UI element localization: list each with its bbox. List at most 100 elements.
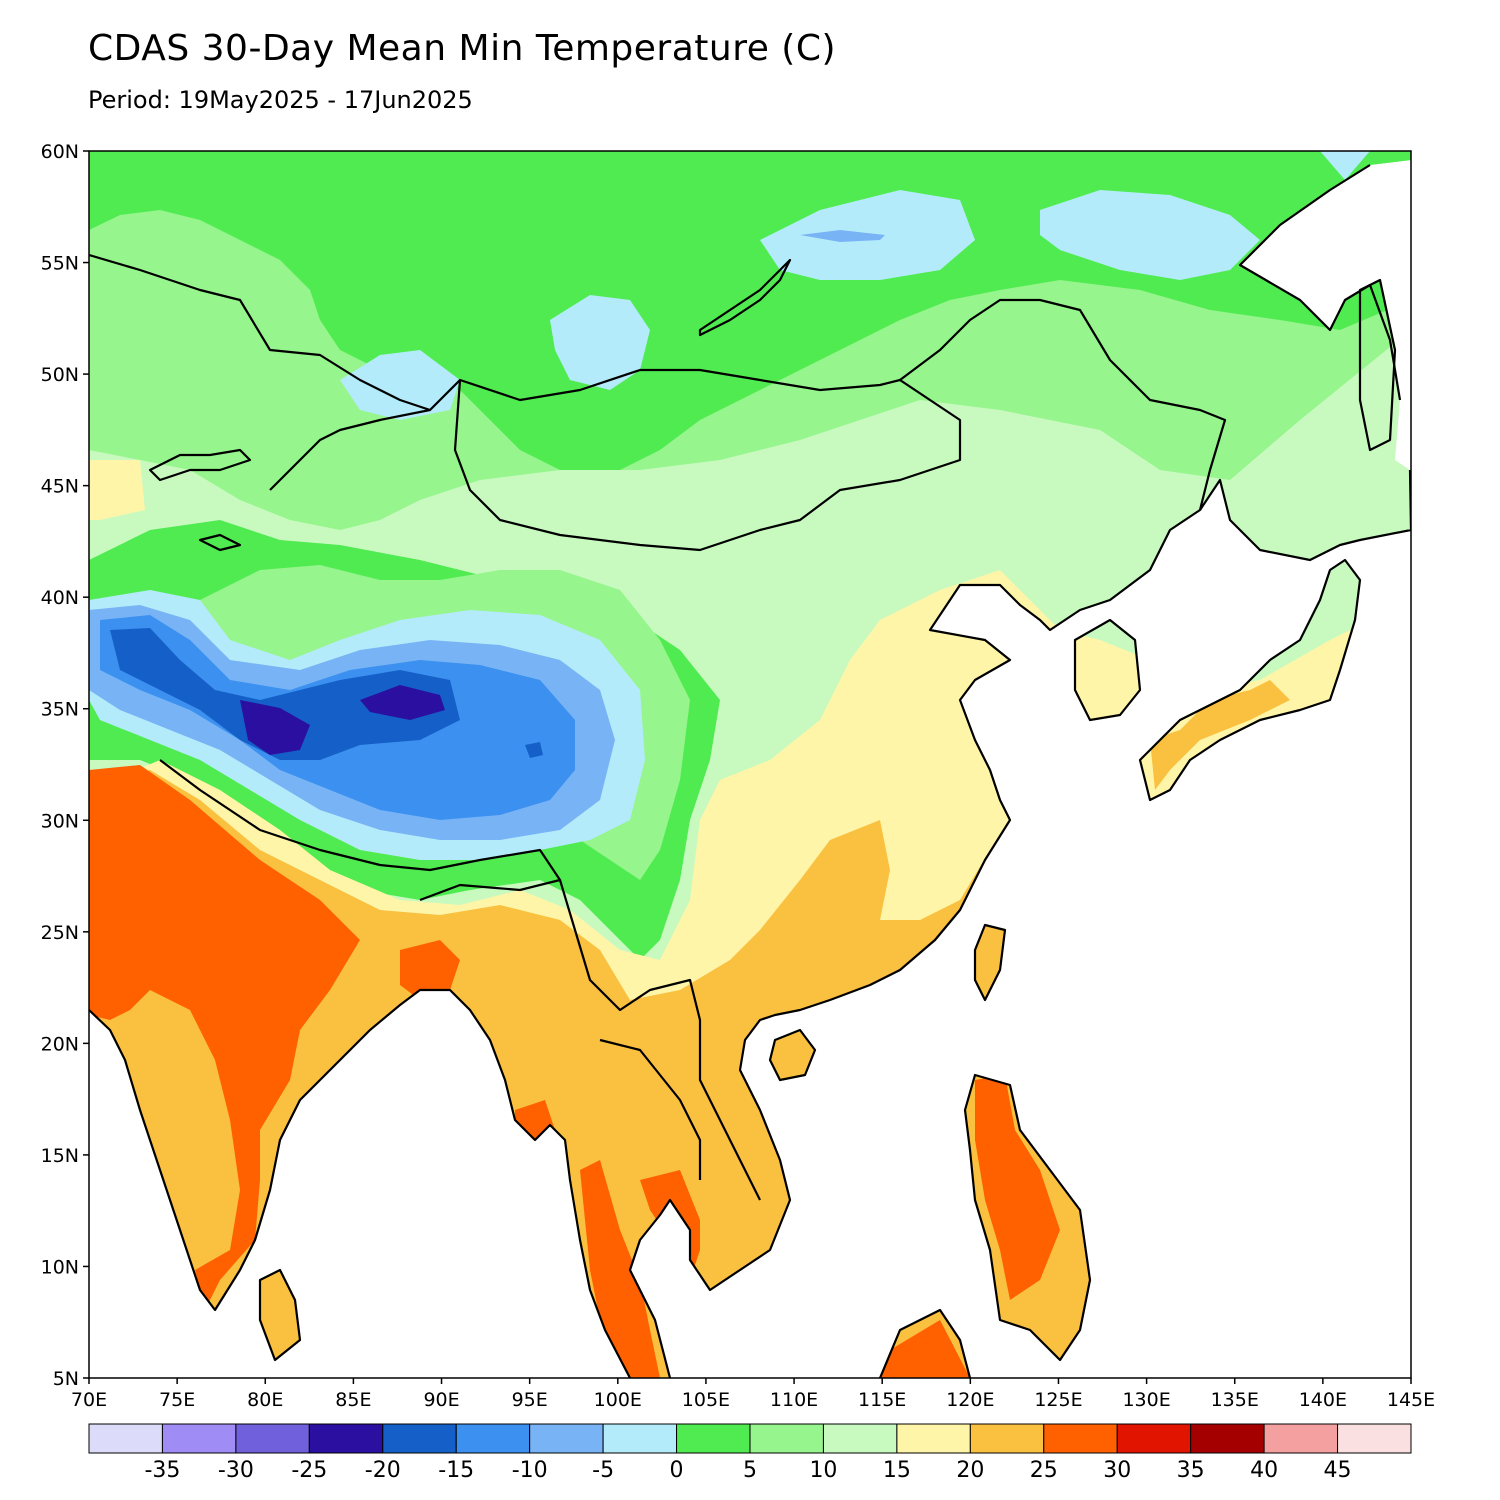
legend-swatch bbox=[1116, 1423, 1192, 1454]
contour-minus15-minus10-small bbox=[525, 742, 543, 758]
lon-tick-label: 100E bbox=[594, 1389, 642, 1411]
indochina-borders bbox=[558, 879, 761, 1201]
contour-25-30-japan bbox=[1150, 680, 1290, 790]
longitude-axis: 70E 75E 80E 85E 90E 95E 100E 105E 110E 115E 120E 12… bbox=[71, 1378, 1435, 1411]
legend-label: 35 bbox=[1177, 1458, 1205, 1483]
lon-tick-label: 95E bbox=[512, 1389, 548, 1411]
lon-tick-label: 145E bbox=[1387, 1389, 1435, 1411]
legend-swatch bbox=[455, 1423, 531, 1454]
map-frame bbox=[88, 150, 1412, 1379]
legend-swatch bbox=[308, 1423, 384, 1454]
lat-tick-label: 5N bbox=[53, 1368, 79, 1390]
lon-tick-label: 110E bbox=[770, 1389, 818, 1411]
philippines-outline bbox=[963, 1073, 1092, 1362]
legend-label: -35 bbox=[144, 1458, 180, 1483]
russia-china-border bbox=[899, 298, 1227, 511]
contour-0-5-north-b bbox=[1040, 190, 1260, 280]
japan-outline bbox=[1138, 558, 1362, 802]
legend-label: 25 bbox=[1030, 1458, 1058, 1483]
sakhalin-outline bbox=[1358, 278, 1397, 452]
contour-0-5-north-c bbox=[550, 295, 650, 390]
contour-minus20-minus15-b bbox=[360, 685, 445, 720]
legend-swatch bbox=[88, 1423, 163, 1454]
contour-minus20-minus15-a bbox=[240, 700, 310, 755]
lat-tick-label: 55N bbox=[41, 253, 79, 275]
map-title: CDAS 30-Day Mean Min Temperature (C) bbox=[88, 28, 837, 69]
legend-label: 0 bbox=[670, 1458, 684, 1483]
contour-30-35-thailand bbox=[580, 1160, 660, 1378]
lat-tick-label: 30N bbox=[41, 810, 79, 832]
legend-label: -5 bbox=[592, 1458, 614, 1483]
lat-tick-label: 50N bbox=[41, 364, 79, 386]
contour-30-35-burma bbox=[400, 940, 460, 1000]
lat-tick-label: 35N bbox=[41, 699, 79, 721]
contour-minus5-0-north bbox=[800, 230, 885, 242]
color-legend: -35 -30 -25 -20 -15 -10 -5 0 5 10 15 20 25 30 35 40 45 bbox=[88, 1423, 1412, 1483]
contour-20-25-northwest bbox=[89, 460, 145, 520]
lon-tick-label: 80E bbox=[247, 1389, 283, 1411]
taiwan-outline bbox=[973, 923, 1007, 1002]
lon-tick-label: 75E bbox=[159, 1389, 195, 1411]
legend-swatch bbox=[1263, 1423, 1339, 1454]
map-period: Period: 19May2025 - 17Jun2025 bbox=[88, 86, 473, 114]
balkhash-outline bbox=[198, 533, 242, 552]
lat-tick-label: 10N bbox=[41, 1256, 79, 1278]
baikal-outline bbox=[698, 258, 792, 337]
caspian-aral-outline bbox=[148, 448, 252, 482]
lon-tick-label: 130E bbox=[1122, 1389, 1170, 1411]
lat-tick-label: 60N bbox=[41, 141, 79, 163]
legend-swatch bbox=[676, 1423, 751, 1454]
legend-swatch bbox=[529, 1423, 604, 1454]
korea-outline bbox=[1073, 618, 1142, 722]
legend-swatch bbox=[749, 1423, 824, 1454]
sri-lanka-outline bbox=[258, 1268, 302, 1362]
country-borders bbox=[89, 164, 1411, 1378]
legend-label: 5 bbox=[743, 1458, 757, 1483]
lon-tick-label: 120E bbox=[946, 1389, 994, 1411]
legend-label: -15 bbox=[438, 1458, 474, 1483]
legend-label: 40 bbox=[1250, 1458, 1278, 1483]
lon-tick-label: 85E bbox=[335, 1389, 371, 1411]
legend-label: -30 bbox=[218, 1458, 254, 1483]
contour-0-5-north-d bbox=[340, 350, 460, 420]
contour-0-5-north-e bbox=[1320, 151, 1370, 180]
legend-swatch bbox=[1190, 1423, 1265, 1454]
lat-tick-label: 20N bbox=[41, 1033, 79, 1055]
legend-swatch bbox=[602, 1423, 678, 1454]
legend-label: 15 bbox=[883, 1458, 911, 1483]
legend-label: 20 bbox=[956, 1458, 984, 1483]
contour-30-35-borneo bbox=[880, 1320, 970, 1378]
legend-swatch bbox=[969, 1423, 1045, 1454]
legend-swatch bbox=[235, 1423, 310, 1454]
legend-label: 30 bbox=[1103, 1458, 1131, 1483]
lat-tick-label: 15N bbox=[41, 1145, 79, 1167]
legend-label: 10 bbox=[809, 1458, 837, 1483]
lon-tick-label: 70E bbox=[71, 1389, 107, 1411]
himalaya-border bbox=[159, 759, 562, 902]
contour-30-35-india bbox=[89, 765, 360, 1310]
legend-label: -10 bbox=[512, 1458, 548, 1483]
lon-tick-label: 140E bbox=[1299, 1389, 1347, 1411]
legend-swatch bbox=[382, 1423, 457, 1454]
legend-label: -25 bbox=[291, 1458, 327, 1483]
lon-tick-label: 90E bbox=[423, 1389, 459, 1411]
hainan-outline bbox=[768, 1028, 817, 1082]
temperature-field bbox=[89, 151, 1411, 1378]
coastline-outline bbox=[89, 164, 1411, 1378]
legend-swatch bbox=[1043, 1423, 1118, 1454]
legend-swatch bbox=[161, 1423, 237, 1454]
russia-kazakh-border bbox=[89, 253, 461, 412]
lat-tick-label: 40N bbox=[41, 587, 79, 609]
latitude-axis: 60N 55N 50N 45N 40N 35N 30N 25N 20N 15N 10N 5N bbox=[41, 141, 89, 1390]
lon-tick-label: 115E bbox=[858, 1389, 906, 1411]
contour-minus15-minus10-tibet bbox=[110, 628, 460, 760]
lon-tick-label: 135E bbox=[1211, 1389, 1259, 1411]
contour-10-15-qaidam bbox=[260, 595, 360, 630]
lon-tick-label: 125E bbox=[1034, 1389, 1082, 1411]
contour-30-35-philippines bbox=[975, 1075, 1060, 1300]
lon-tick-label: 105E bbox=[682, 1389, 730, 1411]
lat-tick-label: 25N bbox=[41, 922, 79, 944]
legend-label: 45 bbox=[1324, 1458, 1352, 1483]
china-mongolia-border bbox=[453, 368, 962, 552]
